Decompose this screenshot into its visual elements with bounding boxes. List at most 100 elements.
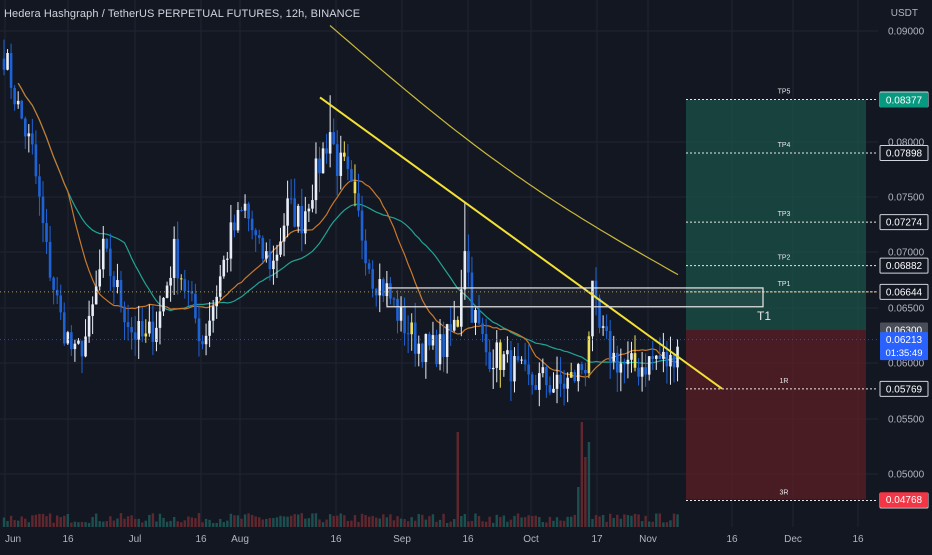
- candle-body: [126, 322, 130, 328]
- target-badge-bg: [879, 283, 929, 300]
- candle-body: [623, 363, 626, 365]
- candle-body: [637, 367, 640, 377]
- badge-value: 0.04768: [886, 495, 923, 506]
- candle-body: [286, 198, 289, 226]
- candle-body: [140, 321, 144, 337]
- candle-body: [431, 335, 435, 346]
- volume-bar: [307, 518, 311, 527]
- volume-bar: [488, 516, 491, 527]
- volume-bar: [587, 442, 591, 527]
- candle-body: [619, 363, 623, 373]
- volume-bar: [523, 517, 527, 527]
- candle-body: [669, 354, 672, 367]
- volume-bar: [130, 515, 133, 527]
- volume-bar: [194, 518, 197, 527]
- volume-bar: [219, 518, 222, 527]
- volume-bar: [236, 515, 240, 527]
- y-tick-label: 0.06500: [888, 304, 925, 315]
- candle-body: [265, 251, 268, 259]
- volume-bar: [258, 517, 261, 527]
- candle-body: [80, 340, 84, 357]
- target-badge-value: 0.07274: [886, 218, 923, 229]
- candle-body: [172, 238, 176, 278]
- x-tick-label: Sep: [393, 534, 411, 545]
- x-tick-label: 16: [330, 534, 342, 545]
- symbol-name[interactable]: Hedera Hashgraph / TetherUS PERPETUAL FU…: [4, 8, 280, 20]
- candle-body: [569, 372, 573, 378]
- badge-value: 0.08377: [886, 95, 923, 106]
- candle-body: [421, 343, 424, 363]
- x-tick-label: Oct: [523, 534, 539, 545]
- candle-body: [545, 367, 548, 386]
- volume-bar: [591, 518, 594, 527]
- target-label: TP1: [778, 281, 791, 288]
- volume-bar: [123, 518, 126, 527]
- volume-bar: [151, 513, 155, 527]
- candle-body: [13, 87, 16, 105]
- y-tick-label: 0.07500: [888, 193, 925, 204]
- volume-bar: [619, 518, 623, 527]
- volume-bar: [389, 514, 392, 527]
- volume-bar: [360, 513, 364, 527]
- badge-bg: [880, 492, 928, 508]
- candle-body: [371, 269, 374, 289]
- x-tick-label: 16: [462, 534, 474, 545]
- volume-bar: [513, 515, 516, 527]
- price-badge: 0.04768: [880, 492, 928, 508]
- volume-bar: [527, 515, 530, 527]
- target-badge-value: 0.06644: [886, 287, 923, 298]
- candle-body: [591, 280, 594, 337]
- moving-averages: [17, 25, 679, 378]
- volume-bar: [165, 521, 169, 527]
- y-tick-label: 0.06000: [888, 359, 925, 370]
- volume-bar: [293, 514, 296, 527]
- candle-body: [350, 168, 353, 182]
- volume-bar: [300, 513, 303, 527]
- volume-bar: [364, 514, 367, 527]
- volume-bar: [183, 520, 186, 527]
- volume-bar: [630, 515, 633, 527]
- candle-body: [392, 298, 396, 300]
- candle-body: [48, 241, 52, 278]
- candle-body: [530, 374, 534, 386]
- interval-label[interactable]: 12h: [285, 8, 305, 20]
- candle-body: [137, 321, 141, 340]
- candle-body: [165, 285, 169, 298]
- volume-bar: [566, 516, 569, 527]
- candle-body: [101, 238, 105, 270]
- volume-bar: [445, 522, 449, 527]
- candle-body: [559, 374, 562, 384]
- candle-body: [672, 354, 676, 368]
- candle-body: [183, 279, 187, 291]
- candle-body: [598, 298, 601, 328]
- candle-body: [343, 152, 346, 157]
- volume-bar: [431, 514, 435, 527]
- candle-body: [396, 298, 399, 321]
- candle-body: [34, 144, 38, 177]
- target-badge-bg: [879, 257, 929, 274]
- candle-body: [445, 324, 449, 357]
- candle-body: [211, 306, 215, 321]
- candle-body: [612, 352, 616, 362]
- x-tick-label: Nov: [639, 534, 657, 545]
- candle-body: [6, 53, 9, 70]
- candle-body: [23, 118, 27, 137]
- candle-body: [222, 259, 226, 277]
- candle-body: [250, 218, 254, 231]
- volume-bar: [102, 521, 105, 527]
- candle-body: [158, 311, 162, 328]
- volume-bar: [247, 513, 250, 527]
- volume-bar: [137, 518, 140, 527]
- candle-body: [502, 354, 506, 370]
- volume-bar: [172, 516, 176, 527]
- badge-value: 0.06300: [886, 326, 923, 337]
- candle-body: [16, 100, 20, 105]
- candle-body: [438, 334, 442, 365]
- volume-bar: [116, 518, 119, 527]
- volume-bar: [353, 515, 357, 527]
- candle-body: [509, 350, 513, 382]
- candle-body: [406, 333, 410, 335]
- candle-body: [484, 333, 488, 353]
- volume-bar: [201, 522, 204, 527]
